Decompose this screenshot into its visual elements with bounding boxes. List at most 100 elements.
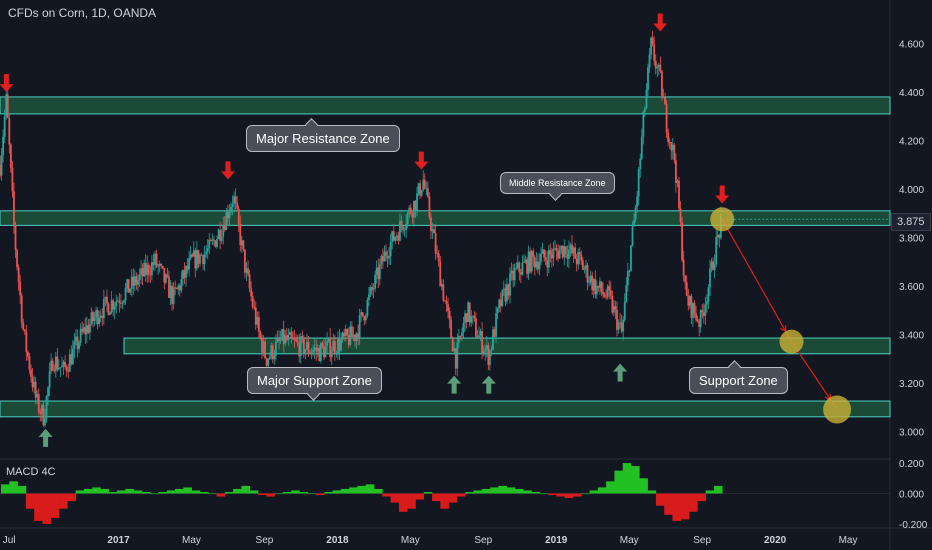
candle-body bbox=[58, 368, 60, 370]
candle-body bbox=[676, 180, 679, 183]
candle-body bbox=[53, 370, 56, 372]
candle-body bbox=[54, 356, 57, 372]
candle-body bbox=[6, 94, 9, 118]
candle-body bbox=[242, 240, 245, 250]
candle-body bbox=[90, 312, 93, 325]
candle-body bbox=[445, 300, 448, 305]
macd-histogram-bar bbox=[415, 493, 425, 500]
candle-body bbox=[288, 332, 291, 335]
candle-body bbox=[399, 220, 401, 241]
macd-histogram-bar bbox=[340, 488, 350, 494]
candle-body bbox=[312, 349, 315, 353]
candle-body bbox=[434, 233, 437, 254]
candle-body bbox=[22, 322, 25, 330]
candle-body bbox=[602, 291, 604, 295]
up-arrow-icon bbox=[481, 375, 496, 394]
candle-body bbox=[59, 367, 62, 369]
macd-histogram-bar bbox=[191, 490, 201, 494]
candle-body bbox=[101, 315, 104, 319]
candle-body bbox=[650, 37, 652, 55]
candle-body bbox=[554, 248, 556, 250]
candle-body bbox=[712, 261, 714, 271]
candle-body bbox=[423, 179, 426, 189]
candle-body bbox=[219, 229, 222, 241]
candle-body bbox=[244, 249, 246, 273]
candle-body bbox=[140, 268, 142, 275]
candle-body bbox=[257, 317, 260, 332]
macd-histogram-bar bbox=[672, 493, 682, 521]
candle-body bbox=[563, 246, 566, 258]
candle-body bbox=[327, 337, 330, 342]
candle-body bbox=[87, 325, 90, 333]
candle-body bbox=[633, 219, 635, 227]
candle-body bbox=[68, 354, 71, 372]
macd-histogram-bar bbox=[589, 490, 599, 494]
major-resistance-callout[interactable]: Major Resistance Zone bbox=[246, 118, 400, 152]
candle-body bbox=[0, 164, 1, 176]
candle-body bbox=[620, 322, 623, 332]
candle-body bbox=[670, 142, 673, 151]
candle-body bbox=[527, 251, 530, 274]
macd-histogram-bar bbox=[299, 491, 309, 494]
macd-histogram-bar bbox=[92, 487, 101, 494]
candle-body bbox=[634, 207, 637, 220]
candle-body bbox=[448, 310, 451, 320]
candle-body bbox=[48, 371, 51, 388]
candle-body bbox=[208, 239, 211, 249]
candle-body bbox=[295, 339, 297, 341]
candle-body bbox=[296, 340, 299, 343]
candle-body bbox=[158, 263, 161, 266]
candle-body bbox=[572, 247, 575, 254]
candle-body bbox=[599, 281, 601, 288]
candle-body bbox=[541, 249, 544, 254]
candle-body bbox=[209, 239, 212, 241]
candle-body bbox=[580, 254, 583, 261]
candle-body bbox=[506, 284, 508, 302]
candle-body bbox=[692, 303, 694, 318]
middle-resistance-callout[interactable]: Middle Resistance Zone bbox=[500, 172, 615, 201]
candle-body bbox=[276, 337, 279, 342]
candle-body bbox=[20, 295, 23, 323]
candle-body bbox=[690, 295, 693, 318]
candle-body bbox=[248, 274, 251, 289]
candle-body bbox=[622, 319, 625, 332]
macd-histogram-bar bbox=[9, 481, 18, 494]
candle-body bbox=[388, 256, 391, 259]
candle-body bbox=[509, 273, 511, 296]
candle-body bbox=[33, 381, 36, 388]
macd-histogram-bar bbox=[67, 493, 76, 502]
candle-body bbox=[358, 315, 361, 339]
candle-body bbox=[612, 306, 615, 313]
support-callout[interactable]: Support Zone bbox=[689, 360, 788, 394]
macd-histogram-bar bbox=[349, 487, 358, 494]
candle-body bbox=[237, 208, 240, 224]
candle-body bbox=[302, 337, 305, 354]
candle-body bbox=[279, 339, 282, 341]
candle-body bbox=[397, 235, 400, 241]
candle-body bbox=[564, 246, 567, 255]
candle-body bbox=[271, 345, 274, 360]
macd-histogram-bar bbox=[572, 493, 582, 497]
macd-histogram-bar bbox=[316, 493, 325, 496]
macd-histogram-bar bbox=[365, 484, 375, 494]
candle-body bbox=[225, 212, 228, 230]
candle-body bbox=[9, 144, 12, 168]
candle-body bbox=[197, 250, 200, 264]
candle-body bbox=[611, 295, 614, 313]
candle-body bbox=[678, 180, 680, 209]
candle-body bbox=[313, 347, 316, 350]
candle-body bbox=[640, 136, 643, 159]
candle-body bbox=[442, 284, 445, 301]
candle-body bbox=[256, 317, 259, 325]
candle-body bbox=[425, 188, 428, 190]
candle-body bbox=[129, 289, 132, 293]
candle-body bbox=[364, 315, 367, 321]
major-support-callout[interactable]: Major Support Zone bbox=[247, 367, 382, 401]
candle-body bbox=[585, 265, 587, 270]
down-arrow-icon bbox=[414, 151, 429, 170]
candle-body bbox=[510, 270, 513, 274]
macd-histogram-bar bbox=[34, 493, 43, 521]
candle-body bbox=[428, 196, 431, 218]
candle-body bbox=[450, 319, 453, 338]
